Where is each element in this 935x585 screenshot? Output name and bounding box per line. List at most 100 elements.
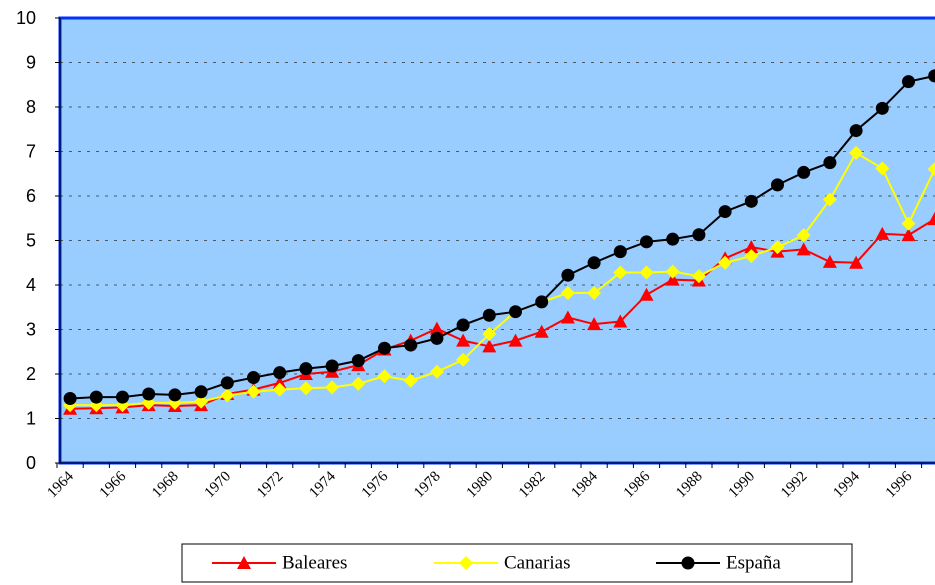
- marker: [459, 556, 473, 570]
- x-tick-label: 1974: [306, 468, 339, 501]
- marker: [822, 192, 837, 207]
- marker: [325, 359, 339, 373]
- legend-box: [181, 543, 853, 583]
- y-tick-label: 1: [26, 409, 36, 429]
- marker: [849, 124, 863, 138]
- marker: [823, 156, 837, 170]
- marker: [220, 388, 235, 403]
- marker: [744, 249, 759, 264]
- marker: [901, 216, 916, 231]
- x-tick-label: 1972: [254, 469, 287, 502]
- x-tick-label: 1994: [830, 468, 863, 501]
- marker: [613, 314, 628, 328]
- marker: [351, 376, 366, 391]
- marker: [89, 390, 103, 404]
- marker: [849, 255, 864, 269]
- marker: [168, 388, 182, 402]
- x-tick-label: 1996: [883, 468, 916, 501]
- legend-label: España: [726, 552, 781, 573]
- marker: [403, 373, 418, 388]
- y-tick-label: 7: [26, 142, 36, 162]
- x-tick-label: 1990: [726, 469, 759, 502]
- marker: [875, 101, 889, 115]
- marker: [613, 265, 628, 280]
- marker: [797, 165, 811, 179]
- marker: [928, 69, 935, 83]
- x-tick-label: 1976: [359, 468, 392, 501]
- marker: [796, 242, 811, 256]
- marker: [744, 194, 758, 208]
- marker: [822, 254, 837, 268]
- marker: [640, 235, 653, 249]
- marker: [535, 295, 549, 309]
- marker: [902, 75, 915, 89]
- marker: [246, 384, 261, 399]
- x-tick-label: 1984: [568, 468, 601, 501]
- x-tick-label: 1980: [464, 469, 497, 502]
- marker: [220, 376, 234, 390]
- marker: [534, 324, 549, 338]
- marker: [587, 256, 601, 270]
- y-tick-label: 10: [16, 8, 36, 28]
- marker: [299, 362, 313, 376]
- y-tick-label: 3: [26, 320, 36, 340]
- marker: [351, 354, 365, 368]
- marker: [771, 178, 784, 192]
- y-tick-label: 2: [26, 364, 36, 384]
- marker: [404, 338, 418, 352]
- marker: [849, 145, 864, 160]
- marker: [692, 228, 706, 242]
- marker: [718, 205, 732, 219]
- marker: [272, 382, 287, 397]
- marker: [194, 394, 209, 409]
- x-tick-label: 1970: [202, 469, 235, 502]
- marker: [63, 391, 77, 405]
- marker: [456, 352, 471, 367]
- marker: [691, 269, 706, 284]
- marker: [456, 318, 470, 332]
- marker: [901, 228, 916, 242]
- marker: [482, 339, 497, 353]
- marker: [429, 364, 444, 379]
- marker: [142, 387, 156, 401]
- marker: [666, 232, 680, 246]
- marker: [456, 333, 471, 347]
- x-tick-label: 1992: [778, 469, 811, 502]
- marker: [796, 228, 811, 243]
- marker: [587, 317, 602, 331]
- marker: [875, 226, 890, 240]
- marker: [927, 212, 935, 226]
- marker: [561, 268, 575, 282]
- marker: [298, 381, 313, 396]
- series-line: [70, 74, 935, 400]
- marker: [429, 321, 444, 335]
- x-tick-label: 1968: [149, 469, 182, 502]
- marker: [430, 331, 444, 345]
- marker: [665, 272, 680, 286]
- x-tick-label: 1982: [516, 469, 549, 502]
- x-tick-label: 1964: [44, 468, 77, 501]
- marker: [613, 245, 627, 259]
- marker: [116, 390, 129, 404]
- marker: [927, 162, 935, 177]
- marker: [377, 369, 392, 384]
- marker: [639, 287, 654, 301]
- marker: [272, 375, 287, 389]
- marker: [325, 380, 340, 395]
- y-tick-label: 0: [26, 453, 36, 473]
- legend-label: Canarias: [504, 552, 570, 573]
- marker: [508, 333, 523, 347]
- y-tick-label: 6: [26, 186, 36, 206]
- x-tick-label: 1988: [673, 469, 706, 502]
- y-tick-label: 9: [26, 53, 36, 73]
- marker: [482, 308, 496, 322]
- marker: [718, 255, 733, 270]
- marker: [247, 371, 260, 385]
- x-tick-label: 1986: [621, 468, 654, 501]
- marker: [744, 240, 759, 254]
- marker: [482, 326, 497, 341]
- y-tick-label: 8: [26, 97, 36, 117]
- marker: [681, 556, 695, 570]
